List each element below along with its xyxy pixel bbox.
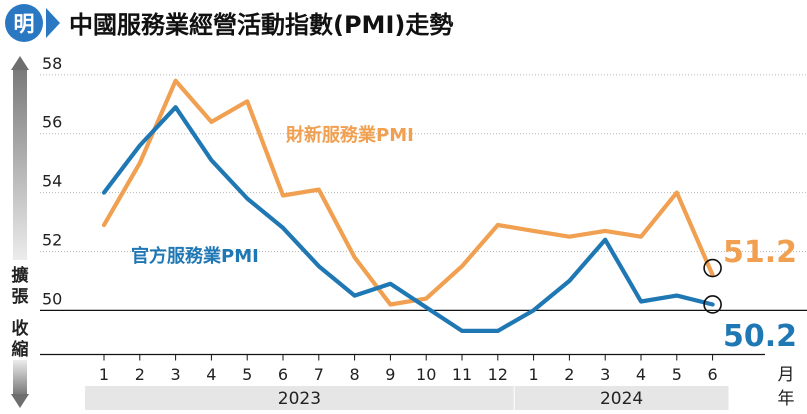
x-tick-label: 1 <box>99 365 109 384</box>
x-tick-label: 2 <box>135 365 145 384</box>
logo-badge <box>5 4 43 42</box>
x-tick-label: 7 <box>314 365 324 384</box>
x-tick-label: 6 <box>278 365 288 384</box>
y-axis: 50 52 54 56 58 <box>42 54 62 309</box>
endpoint-marker <box>703 258 722 278</box>
x-unit-month: 月 <box>778 365 795 385</box>
end-value-label: 51.2 <box>723 235 797 270</box>
title-marker-icon <box>46 8 60 38</box>
expand-label-1: 擴 <box>12 265 29 286</box>
x-tick-label: 3 <box>600 365 610 384</box>
series-name-label: 財新服務業PMI <box>286 124 414 146</box>
chart-title: 中國服務業經營活動指數(PMI)走勢 <box>69 11 453 39</box>
x-tick-label: 12 <box>488 365 508 384</box>
direction-bar: 擴 張 收 縮 <box>11 56 30 408</box>
contract-label-1: 收 <box>12 318 29 339</box>
x-tick-label: 4 <box>206 365 216 384</box>
x-tick-label: 9 <box>385 365 395 384</box>
series-labels: 51.2 50.2 財新服務業PMI 官方服務業PMI <box>131 124 797 354</box>
contract-label-2: 縮 <box>12 339 29 360</box>
y-tick-label: 54 <box>42 172 62 191</box>
year-label: 2024 <box>600 389 643 409</box>
x-tick-label: 10 <box>416 365 436 384</box>
year-label: 2023 <box>278 389 321 409</box>
x-tick-label: 8 <box>350 365 360 384</box>
x-tick-label: 6 <box>708 365 718 384</box>
x-tick-label: 5 <box>242 365 252 384</box>
contract-bar <box>13 360 27 394</box>
logo-text: 明 <box>14 11 35 36</box>
x-tick-label: 4 <box>636 365 646 384</box>
y-tick-label: 58 <box>42 54 62 73</box>
x-unit-year: 年 <box>778 389 795 409</box>
up-arrow-icon <box>11 56 29 70</box>
x-tick-label: 2 <box>564 365 574 384</box>
x-tick-label: 11 <box>452 365 472 384</box>
expand-label-2: 張 <box>12 287 30 307</box>
y-tick-label: 52 <box>42 230 62 249</box>
year-band <box>85 386 514 410</box>
y-tick-label: 56 <box>42 113 62 132</box>
y-tick-label: 50 <box>42 289 62 308</box>
end-value-label: 50.2 <box>723 319 797 354</box>
endpoint-marker <box>703 295 722 314</box>
header: 明 中國服務業經營活動指數(PMI)走勢 <box>5 4 453 42</box>
x-tick-label: 5 <box>672 365 682 384</box>
series-line-0 <box>101 78 715 307</box>
grid <box>40 74 807 252</box>
series-group <box>101 78 722 333</box>
expand-bar <box>13 70 27 260</box>
down-arrow-icon <box>11 394 29 408</box>
series-name-label: 官方服務業PMI <box>131 245 259 267</box>
x-tick-label: 1 <box>529 365 539 384</box>
series-line-1 <box>101 105 715 333</box>
x-tick-label: 3 <box>171 365 181 384</box>
year-band <box>514 386 729 410</box>
